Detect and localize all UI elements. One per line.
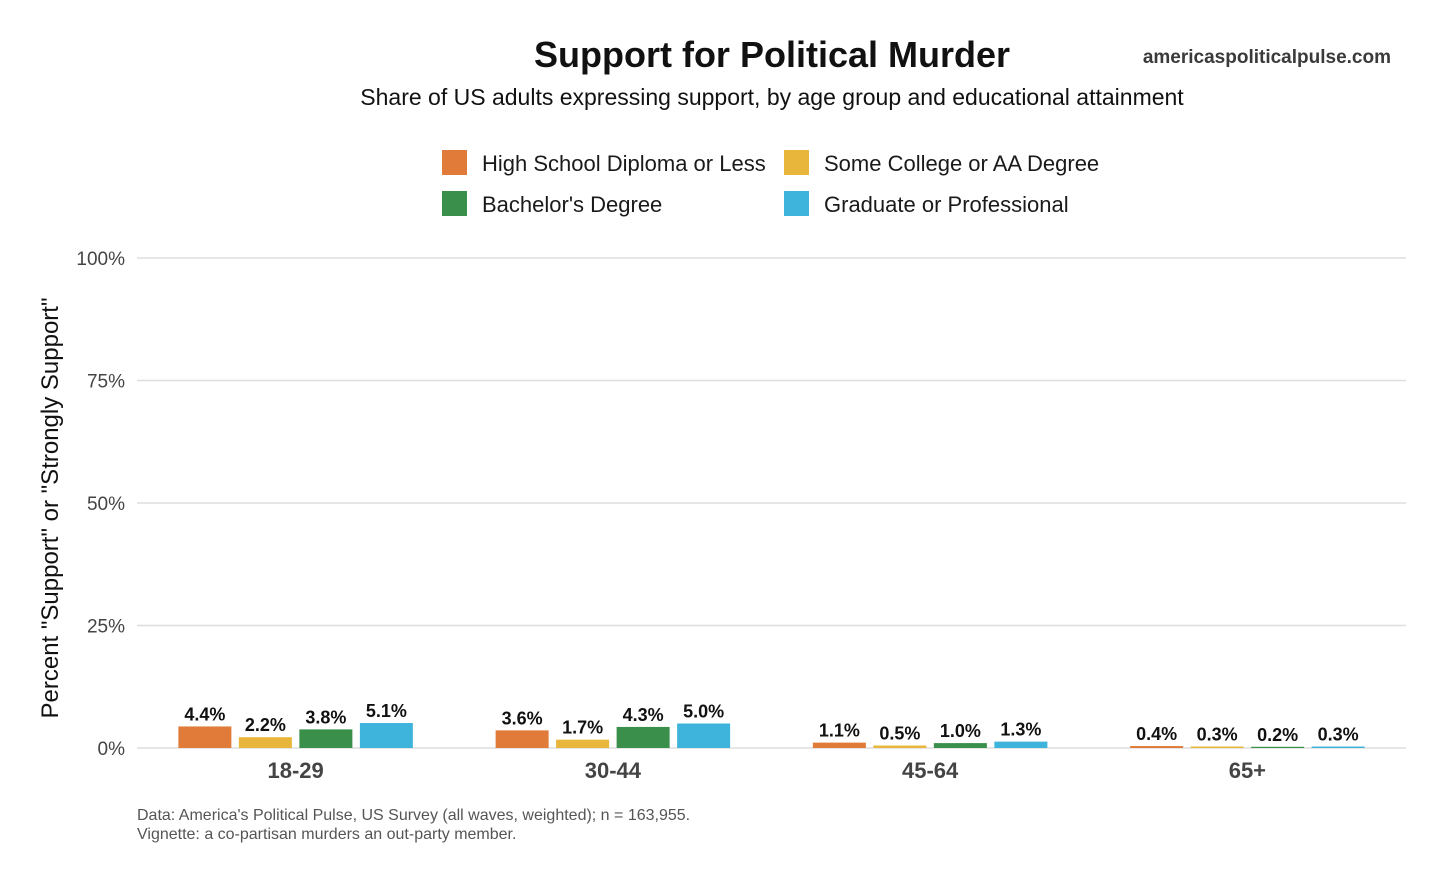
x-tick-label: 18-29 [267,758,323,783]
y-axis-ticks: 0% 25% 50% 75% 100% [76,249,125,760]
x-axis-ticks: 18-29 30-44 45-64 65+ [267,758,1266,783]
legend-swatch [442,191,467,216]
gridlines [137,257,1406,749]
chart-subtitle: Share of US adults expressing support, b… [360,84,1184,110]
bar [616,726,670,748]
legend-swatch [784,150,809,175]
y-tick-label: 25% [87,617,125,638]
legend-swatch [784,191,809,216]
data-label: 5.1% [366,701,407,721]
y-axis-label: Percent "Support" or "Strongly Support" [37,298,64,719]
chart-title: Support for Political Murder [534,34,1010,75]
data-label: 4.3% [623,705,664,725]
bar [994,741,1048,748]
y-tick-label: 100% [76,249,125,270]
bar [556,739,610,748]
data-label: 1.0% [940,721,981,741]
bars [178,723,1365,748]
caption-line-2: Vignette: a co-partisan murders an out-p… [137,826,516,843]
legend-item: Some College or AA Degree [784,150,1099,176]
bar [1130,746,1184,748]
data-label: 5.0% [683,702,724,722]
bar [677,723,731,748]
legend-label: High School Diploma or Less [482,151,766,176]
x-tick-label: 45-64 [902,758,959,783]
bar [873,745,927,748]
legend-swatch [442,150,467,175]
data-label: 0.5% [879,724,920,744]
data-label: 2.2% [245,715,286,735]
data-label: 1.3% [1000,720,1041,740]
legend-label: Some College or AA Degree [824,151,1099,176]
legend-item: High School Diploma or Less [442,150,766,176]
bar [359,723,413,748]
caption-line-1: Data: America's Political Pulse, US Surv… [137,807,690,824]
y-tick-label: 75% [87,372,125,393]
legend-label: Graduate or Professional [824,192,1069,217]
data-label: 3.8% [305,707,346,727]
data-label: 0.3% [1197,725,1238,745]
bar [933,743,987,748]
legend-label: Bachelor's Degree [482,192,662,217]
bar [238,737,292,748]
bar [495,730,549,748]
bar [299,729,353,748]
y-tick-label: 0% [98,739,126,760]
legend: High School Diploma or Less Some College … [442,150,1099,217]
data-label: 0.2% [1257,725,1298,745]
y-tick-label: 50% [87,494,125,515]
bar [178,726,232,748]
data-label: 3.6% [502,708,543,728]
data-label: 0.3% [1318,725,1359,745]
bar [812,742,866,748]
x-tick-label: 30-44 [585,758,642,783]
data-labels: 4.4% 2.2% 3.8% 5.1% 3.6% 1.7% 4.3% 5.0% 1.1% 0.5%… [184,701,1358,745]
legend-item: Graduate or Professional [784,191,1069,217]
bar [1311,746,1365,748]
legend-item: Bachelor's Degree [442,191,662,217]
data-label: 1.1% [819,721,860,741]
source-website-label: americaspoliticalpulse.com [1143,47,1391,68]
data-label: 1.7% [562,718,603,738]
data-label: 0.4% [1136,724,1177,744]
bar [1190,746,1244,748]
bar [1251,746,1305,748]
data-label: 4.4% [184,704,225,724]
x-tick-label: 65+ [1229,758,1266,783]
